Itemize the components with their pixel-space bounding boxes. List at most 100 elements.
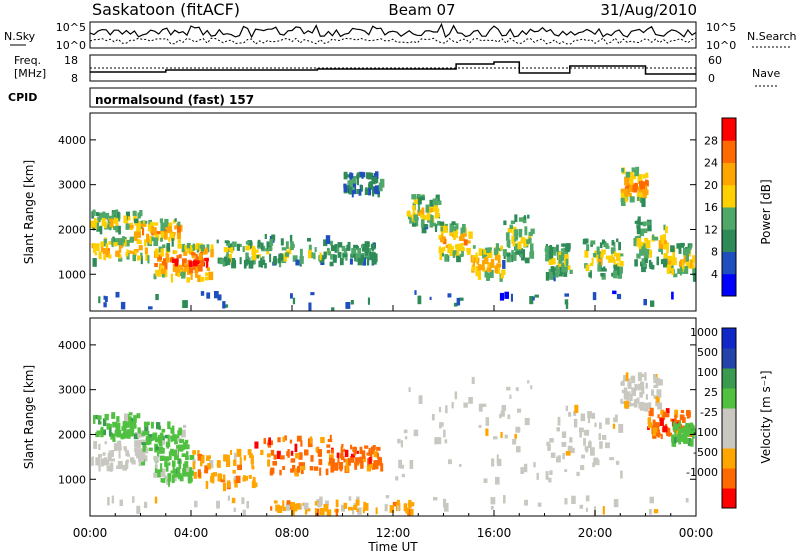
velocity-echo-region-13	[270, 499, 415, 516]
nsky-trace	[89, 22, 697, 39]
power-colorbar-tick-4: 20	[704, 179, 718, 192]
velocity-echo-region-6	[330, 444, 384, 473]
power-colorbar-band-1	[722, 251, 736, 275]
nsearch-trace	[89, 37, 697, 45]
nsearch-label: N.Search	[747, 30, 797, 43]
freq-traces	[90, 61, 696, 75]
xtick-label-1: 04:00	[174, 526, 209, 540]
velocity-colorbar-band-5	[722, 388, 736, 409]
power-colorbar-tick-3: 16	[704, 201, 718, 214]
power-y-axis: 1000 2000 3000 4000	[58, 134, 696, 281]
velocity-colorbar-band-3	[722, 428, 736, 449]
velocity-echo-region-0	[91, 439, 149, 472]
power-colorbar-band-6	[722, 140, 736, 163]
freq-label-line1: Freq.	[14, 54, 41, 67]
power-echo-region-17	[666, 242, 696, 282]
velocity-echo-region-3	[153, 448, 195, 487]
velocity-ytick-label-3: 4000	[58, 339, 86, 352]
velocity-echo-region-4	[192, 448, 258, 492]
power-colorbar: 4 8 12 16 20 24 28	[704, 117, 737, 297]
power-colorbar-tick-5: 24	[704, 157, 718, 170]
velocity-colorbar-tick-4: -25	[700, 406, 718, 419]
xtick-label-3: 12:00	[376, 526, 411, 540]
power-echo-region-6	[262, 234, 334, 269]
nsky-label: N.Sky	[4, 30, 36, 43]
velocity-echo-region-7	[395, 376, 539, 485]
velocity-colorbar-tick-2: 100	[697, 366, 718, 379]
noise-traces	[89, 22, 697, 45]
time-axis: 00:00 04:00 08:00 12:00 16:00 20:00 00:00	[73, 305, 713, 540]
power-colorbar-band-5	[722, 162, 736, 186]
velocity-echo-region-2	[141, 421, 190, 454]
cpid-label: CPID	[8, 91, 37, 104]
power-heatmap	[90, 166, 696, 311]
velocity-ytick-label-1: 2000	[58, 428, 86, 441]
velocity-colorbar-frame	[721, 327, 737, 509]
power-echo-region-4	[186, 242, 214, 283]
velocity-colorbar-band-7	[722, 348, 736, 369]
cpid-panel-frame	[89, 87, 697, 108]
velocity-colorbar-band-8	[722, 328, 736, 349]
time-axis-label: Time UT	[367, 540, 418, 554]
velocity-echo-region-9	[620, 372, 663, 412]
frequency-trace	[90, 61, 696, 75]
nave-label: Nave	[752, 67, 780, 80]
velocity-echo-region-11	[671, 421, 696, 447]
velocity-colorbar-tick-6: -500	[693, 446, 718, 459]
xtick-label-5: 20:00	[578, 526, 613, 540]
velocity-colorbar-tick-7: -1000	[686, 466, 718, 479]
velocity-echo-region-8	[545, 404, 624, 483]
power-colorbar-band-3	[722, 207, 736, 230]
noise-right-tick-bottom: 10^0	[706, 39, 736, 52]
power-colorbar-tick-0: 4	[711, 268, 718, 281]
xtick-label-4: 16:00	[477, 526, 512, 540]
power-echo-region-7	[330, 241, 378, 266]
xtick-label-0: 00:00	[73, 526, 108, 540]
power-colorbar-tick-2: 12	[704, 223, 718, 236]
power-colorbar-frame	[721, 117, 737, 297]
station-title: Saskatoon (fitACF)	[92, 0, 240, 19]
power-colorbar-band-0	[722, 273, 736, 297]
power-echo-region-15	[620, 166, 649, 207]
freq-right-tick-top: 60	[708, 54, 722, 67]
velocity-heatmap	[91, 372, 696, 516]
velocity-ytick-label-2: 3000	[58, 384, 86, 397]
velocity-colorbar-band-1	[722, 468, 736, 489]
velocity-echo-region-12	[107, 495, 689, 516]
velocity-ylabel: Slant Range [km]	[22, 365, 36, 469]
velocity-panel-frame	[89, 317, 697, 517]
power-echo-region-2	[129, 218, 183, 247]
xtick-label-2: 08:00	[275, 526, 310, 540]
date-label: 31/Aug/2010	[600, 1, 697, 19]
power-colorbar-band-4	[722, 184, 736, 208]
power-ylabel: Slant Range [km]	[22, 160, 36, 264]
power-ytick-label-1: 2000	[58, 223, 86, 236]
noise-panel-frame	[89, 21, 697, 49]
power-echo-region-11	[470, 243, 506, 282]
power-colorbar-band-2	[722, 229, 736, 252]
freq-panel-frame	[89, 54, 697, 82]
program-name: normalsound (fast) 157	[95, 93, 254, 107]
velocity-colorbar-tick-3: 25	[704, 386, 718, 399]
velocity-colorbar-tick-1: 500	[697, 346, 718, 359]
power-ytick-label-2: 3000	[58, 179, 86, 192]
power-echo-region-9	[406, 194, 442, 234]
velocity-colorbar-tick-0: 1000	[690, 326, 718, 339]
velocity-echo-region-1	[93, 412, 150, 442]
power-ytick-label-0: 1000	[58, 268, 86, 281]
freq-left-tick-top: 18	[64, 54, 78, 67]
freq-label-line2: [MHz]	[14, 67, 46, 80]
noise-right-tick-top: 10^5	[706, 21, 736, 34]
velocity-colorbar-band-6	[722, 368, 736, 389]
power-echo-region-3	[153, 243, 190, 283]
power-panel-frame	[89, 112, 697, 312]
power-echo-region-18	[98, 290, 674, 311]
power-colorbar-band-7	[722, 118, 736, 141]
power-ytick-label-3: 4000	[58, 134, 86, 147]
velocity-colorbar-band-0	[722, 488, 736, 509]
velocity-colorbar-tick-5: -100	[693, 426, 718, 439]
noise-left-tick-bottom: 10^0	[56, 39, 86, 52]
freq-right-tick-bottom: 0	[708, 72, 715, 85]
